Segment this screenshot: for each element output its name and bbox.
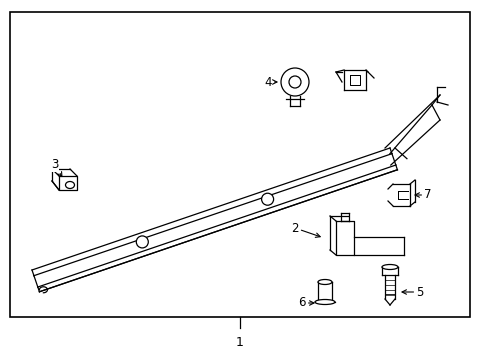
Text: 7: 7 [414,189,431,202]
Text: 2: 2 [291,221,320,237]
Ellipse shape [314,300,334,305]
Text: 3: 3 [51,158,62,176]
Circle shape [261,193,273,205]
Ellipse shape [65,181,74,189]
Ellipse shape [317,279,331,284]
Ellipse shape [381,265,397,270]
Circle shape [288,76,301,88]
Bar [10,12,469,317]
Text: 5: 5 [401,285,423,298]
Circle shape [281,68,308,96]
Text: 4: 4 [264,76,276,89]
Circle shape [136,236,148,248]
Text: 6: 6 [298,297,313,310]
Text: 1: 1 [236,337,244,350]
